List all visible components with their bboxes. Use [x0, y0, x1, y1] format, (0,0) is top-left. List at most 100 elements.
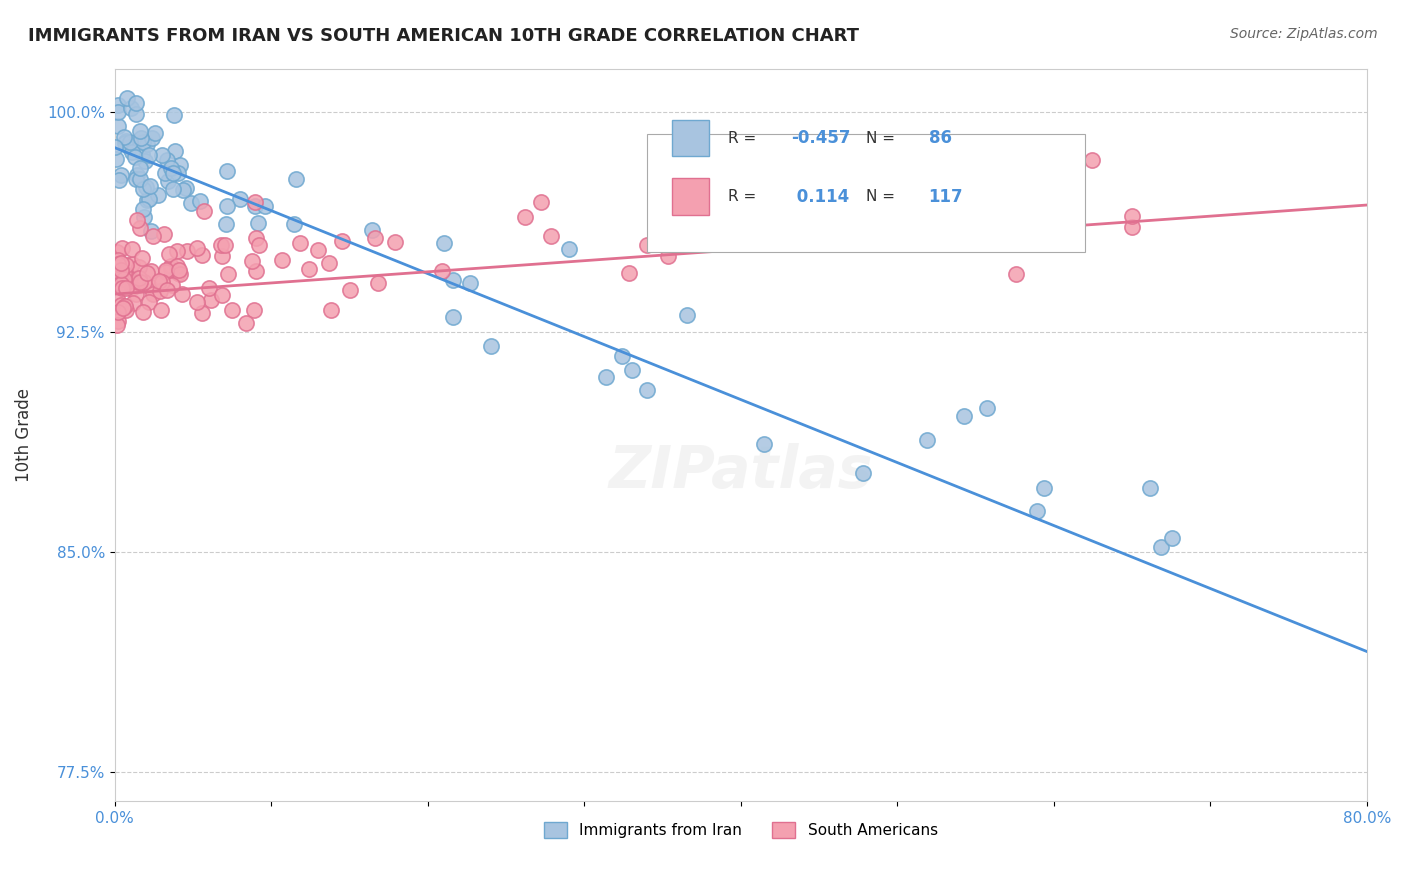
- Point: [118, 135, 141, 149]
- Point: [125, 213, 148, 227]
- Point: [120, 101, 142, 115]
- Point: [217, 267, 239, 281]
- Point: [1121, 220, 1143, 235]
- Point: [110, 267, 132, 281]
- Point: [160, 259, 183, 273]
- Point: [141, 264, 163, 278]
- Point: [115, 91, 138, 105]
- Point: [155, 262, 177, 277]
- Point: [114, 136, 136, 150]
- Point: [125, 106, 148, 120]
- Point: [167, 266, 190, 280]
- Point: [339, 284, 361, 298]
- Point: [318, 256, 340, 270]
- Point: [917, 433, 939, 447]
- Point: [1161, 531, 1184, 545]
- Point: [129, 220, 152, 235]
- Point: [125, 96, 148, 111]
- Point: [157, 247, 180, 261]
- Point: [125, 287, 148, 301]
- Point: [330, 234, 353, 248]
- Point: [115, 258, 138, 272]
- Point: [152, 227, 174, 241]
- Point: [513, 210, 536, 224]
- Point: [636, 238, 658, 252]
- Point: [110, 298, 132, 312]
- Point: [124, 150, 146, 164]
- Point: [162, 182, 184, 196]
- Point: [676, 308, 699, 322]
- Point: [136, 266, 159, 280]
- Text: 86: 86: [928, 129, 952, 147]
- Point: [110, 168, 132, 182]
- Point: [155, 265, 177, 279]
- Point: [384, 235, 406, 250]
- Point: [107, 252, 129, 267]
- Point: [132, 275, 155, 289]
- Point: [160, 262, 183, 277]
- Point: [128, 260, 150, 274]
- Point: [752, 436, 775, 450]
- Point: [180, 195, 202, 210]
- Point: [156, 283, 179, 297]
- Point: [217, 199, 239, 213]
- Point: [619, 266, 641, 280]
- Point: [770, 211, 793, 226]
- Point: [104, 153, 127, 167]
- Point: [307, 243, 329, 257]
- Point: [114, 299, 136, 313]
- Point: [112, 272, 135, 286]
- Point: [479, 339, 502, 353]
- Point: [217, 164, 239, 178]
- Point: [121, 145, 143, 159]
- Point: [361, 223, 384, 237]
- Point: [107, 313, 129, 327]
- Point: [121, 242, 143, 256]
- Point: [118, 140, 141, 154]
- Point: [107, 104, 129, 119]
- Point: [125, 171, 148, 186]
- Point: [117, 270, 139, 285]
- Point: [114, 266, 136, 280]
- Point: [245, 263, 267, 277]
- Point: [1139, 481, 1161, 495]
- Point: [111, 301, 134, 316]
- Point: [1056, 189, 1078, 203]
- Point: [138, 179, 160, 194]
- Point: [214, 238, 236, 252]
- Text: Source: ZipAtlas.com: Source: ZipAtlas.com: [1230, 27, 1378, 41]
- Point: [953, 183, 976, 197]
- Point: [138, 148, 160, 162]
- Point: [163, 108, 186, 122]
- Point: [193, 204, 215, 219]
- Point: [657, 249, 679, 263]
- Point: [131, 252, 153, 266]
- Point: [283, 217, 305, 231]
- Point: [367, 276, 389, 290]
- Point: [108, 172, 131, 186]
- Point: [139, 224, 162, 238]
- Point: [298, 262, 321, 277]
- Point: [128, 275, 150, 289]
- Point: [890, 215, 912, 229]
- Point: [111, 241, 134, 255]
- Point: [200, 293, 222, 307]
- Point: [131, 305, 153, 319]
- Point: [136, 193, 159, 207]
- Point: [121, 281, 143, 295]
- Point: [290, 236, 312, 251]
- Point: [138, 192, 160, 206]
- Text: N =: N =: [866, 130, 900, 145]
- Point: [135, 180, 157, 194]
- Point: [134, 210, 156, 224]
- Point: [146, 187, 169, 202]
- Point: [107, 98, 129, 112]
- Point: [129, 161, 152, 175]
- Point: [235, 316, 257, 330]
- Point: [163, 144, 186, 158]
- Point: [247, 216, 270, 230]
- Point: [127, 275, 149, 289]
- Point: [441, 273, 464, 287]
- Point: [107, 119, 129, 133]
- Point: [122, 296, 145, 310]
